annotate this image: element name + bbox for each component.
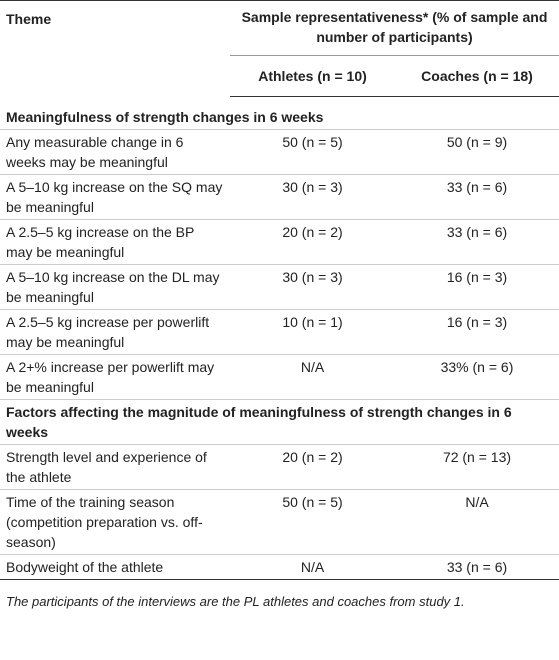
table-row: A 2.5–5 kg increase on the BP may be mea… [0, 219, 559, 265]
table-row: A 2+% increase per powerlift may be mean… [0, 354, 559, 400]
value-cell: 30 (n = 3) [230, 264, 395, 310]
section-row: Factors affecting the magnitude of meani… [0, 399, 559, 445]
theme-cell: Time of the training season (competition… [0, 489, 230, 555]
table-row: A 5–10 kg increase on the DL may be mean… [0, 264, 559, 310]
table-row: A 2.5–5 kg increase per powerlift may be… [0, 309, 559, 355]
theme-cell: A 5–10 kg increase on the SQ may be mean… [0, 174, 230, 220]
table-row: A 5–10 kg increase on the SQ may be mean… [0, 174, 559, 220]
value-cell: 33 (n = 6) [395, 174, 559, 220]
value-cell: 50 (n = 9) [395, 129, 559, 175]
theme-cell: Strength level and experience of the ath… [0, 444, 230, 490]
table-row: Time of the training season (competition… [0, 489, 559, 555]
value-cell: N/A [230, 354, 395, 400]
value-cell: 33% (n = 6) [395, 354, 559, 400]
value-cell: 50 (n = 5) [230, 489, 395, 555]
value-cell: N/A [230, 554, 395, 580]
column-header: Coaches (n = 18) [395, 55, 559, 97]
theme-cell: A 2.5–5 kg increase on the BP may be mea… [0, 219, 230, 265]
table-row: Bodyweight of the athlete N/A 33 (n = 6) [0, 554, 559, 580]
value-cell: 33 (n = 6) [395, 219, 559, 265]
theme-header: Theme [0, 0, 230, 97]
value-cell: 30 (n = 3) [230, 174, 395, 220]
data-table: Theme Sample representativeness* (% of s… [0, 0, 559, 580]
value-cell: 10 (n = 1) [230, 309, 395, 355]
table-row: Strength level and experience of the ath… [0, 444, 559, 490]
value-cell: 33 (n = 6) [395, 554, 559, 580]
column-header: Athletes (n = 10) [230, 55, 395, 97]
section-title: Factors affecting the magnitude of meani… [0, 399, 559, 445]
group-header: Sample representativeness* (% of sample … [230, 0, 559, 56]
theme-cell: Any measurable change in 6 weeks may be … [0, 129, 230, 175]
value-cell: 16 (n = 3) [395, 309, 559, 355]
table-row: Any measurable change in 6 weeks may be … [0, 129, 559, 175]
theme-cell: A 2+% increase per powerlift may be mean… [0, 354, 230, 400]
theme-cell: A 2.5–5 kg increase per powerlift may be… [0, 309, 230, 355]
section-row: Meaningfulness of strength changes in 6 … [0, 97, 559, 130]
value-cell: 20 (n = 2) [230, 444, 395, 490]
value-cell: 50 (n = 5) [230, 129, 395, 175]
theme-cell: Bodyweight of the athlete [0, 554, 230, 580]
value-cell: 16 (n = 3) [395, 264, 559, 310]
table-body: Meaningfulness of strength changes in 6 … [0, 97, 559, 580]
theme-cell: A 5–10 kg increase on the DL may be mean… [0, 264, 230, 310]
value-cell: 20 (n = 2) [230, 219, 395, 265]
footnote: The participants of the interviews are t… [6, 594, 465, 609]
value-cell: 72 (n = 13) [395, 444, 559, 490]
section-title: Meaningfulness of strength changes in 6 … [6, 109, 324, 125]
value-cell: N/A [395, 489, 559, 555]
